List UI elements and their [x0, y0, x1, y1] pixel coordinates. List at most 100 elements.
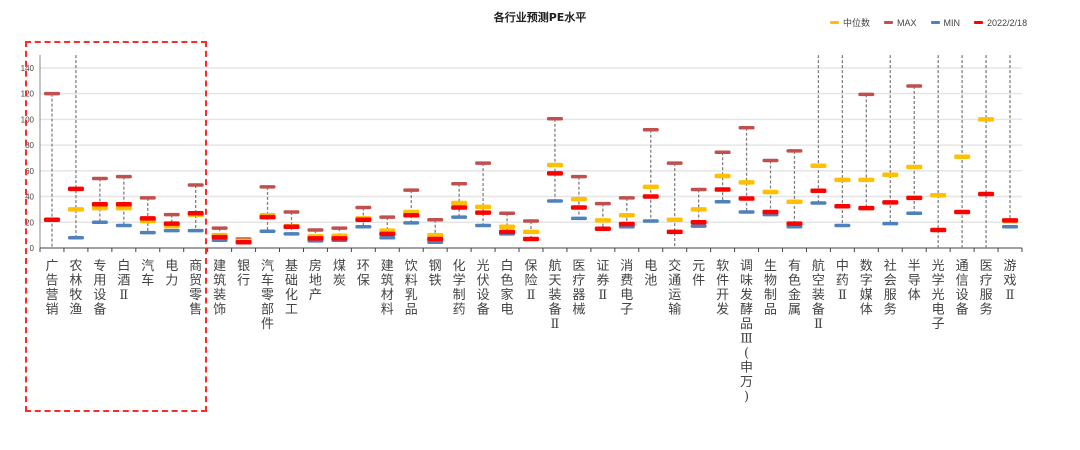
x-tick-label: 行 [237, 274, 250, 289]
x-tick-label: 家 [501, 287, 514, 303]
x-tick-label: Ⅱ [598, 288, 607, 303]
x-tick-label: 通 [668, 274, 681, 289]
x-tick-label: 制 [764, 288, 777, 303]
x-tick-label: 备 [956, 302, 969, 318]
x-tick-label: 光 [477, 259, 490, 274]
x-tick-label: 基 [285, 259, 298, 274]
x-tick-label: 饰 [213, 303, 226, 318]
current-marker [978, 191, 995, 197]
x-tick-label: 筑 [381, 273, 394, 289]
x-tick-label: Ⅱ [551, 317, 560, 332]
x-tick-label: 化 [285, 288, 298, 303]
x-tick-label: 酒 [117, 274, 130, 289]
median-marker [882, 172, 899, 177]
min-marker [570, 216, 587, 221]
current-swatch-icon [974, 21, 984, 24]
current-marker [187, 211, 204, 216]
x-tick-label: 银 [237, 259, 250, 274]
y-tick-label: 20 [25, 218, 34, 227]
x-tick-label: 牧 [69, 288, 82, 303]
x-tick-label: 学 [932, 273, 945, 289]
median-swatch-icon [830, 21, 839, 24]
max-marker [858, 92, 875, 97]
median-marker [67, 207, 84, 212]
x-tick-label: 材 [381, 288, 394, 303]
current-marker [451, 205, 468, 210]
current-marker [762, 209, 779, 215]
min-marker [738, 210, 755, 214]
median-marker [594, 218, 611, 223]
x-tick-label: 制 [453, 288, 466, 303]
legend-label: MIN [943, 17, 961, 28]
current-marker [810, 188, 827, 194]
median-marker [834, 177, 851, 183]
x-tick-label: 础 [285, 274, 298, 289]
x-tick-label: 环 [357, 259, 370, 274]
x-tick-label: 保 [357, 274, 370, 289]
y-tick-label: 60 [25, 167, 34, 176]
x-tick-label: 伏 [477, 274, 490, 289]
chart-legend: 中位数 MAX MIN 2022/2/18 [830, 16, 1027, 29]
x-tick-label: 电 [932, 303, 945, 318]
x-tick-label: Ⅱ [838, 288, 847, 303]
max-marker [906, 84, 923, 88]
chart-title: 各行业预测PE水平 [493, 11, 587, 24]
current-marker [666, 229, 683, 235]
x-tick-label: 电 [501, 303, 514, 318]
x-tick-label: 用 [93, 274, 106, 289]
y-tick-label: 120 [21, 90, 35, 99]
x-tick-label: 化 [453, 259, 466, 274]
x-tick-label: 戏 [1004, 274, 1017, 289]
legend-item-current: 2022/2/18 [974, 16, 1027, 29]
current-marker [738, 196, 755, 201]
x-tick-label: 料 [381, 303, 394, 318]
x-tick-label: 力 [165, 274, 178, 289]
median-marker [954, 154, 971, 159]
min-marker [834, 223, 851, 228]
legend-item-min: MIN [930, 16, 961, 29]
x-tick-label: 色 [788, 273, 801, 289]
max-marker [211, 226, 228, 230]
x-tick-label: 开 [716, 288, 729, 303]
x-tick-label: 备 [548, 302, 561, 318]
median-marker [427, 232, 444, 238]
current-marker [139, 216, 156, 221]
x-tick-label: 中 [836, 259, 849, 274]
x-tick-label: 林 [69, 274, 82, 289]
current-marker [355, 217, 372, 222]
legend-label: 2022/2/18 [987, 17, 1028, 28]
current-marker [43, 217, 60, 222]
x-tick-label: 调 [740, 259, 753, 274]
x-tick-label: 属 [788, 303, 801, 318]
min-marker [403, 221, 420, 225]
current-marker [163, 221, 180, 226]
x-tick-label: 发 [740, 287, 753, 303]
max-marker [738, 126, 755, 130]
max-marker [690, 187, 707, 192]
x-tick-label: 发 [716, 302, 729, 318]
x-tick-label: 游 [1004, 259, 1017, 274]
min-marker [810, 201, 827, 205]
max-marker [355, 205, 372, 210]
min-marker [67, 235, 84, 240]
x-tick-label: 服 [980, 288, 993, 303]
x-tick-label: Ⅱ [527, 288, 536, 303]
median-marker [115, 205, 132, 211]
min-marker [1002, 225, 1019, 229]
current-marker [283, 224, 300, 230]
x-tick-label: 证 [596, 259, 609, 274]
x-tick-label: 体 [908, 288, 921, 303]
max-marker [666, 161, 683, 165]
highlight-box [25, 41, 207, 412]
x-tick-label: 航 [812, 258, 825, 274]
median-marker [810, 163, 827, 168]
x-tick-label: 乳 [405, 288, 418, 303]
max-marker [714, 150, 731, 154]
median-marker [930, 193, 947, 198]
x-tick-label: 输 [668, 302, 681, 318]
x-tick-label: 电 [165, 259, 178, 274]
current-marker [307, 236, 324, 241]
median-marker [523, 229, 539, 235]
current-marker [834, 203, 851, 209]
x-tick-label: ) [744, 390, 749, 405]
